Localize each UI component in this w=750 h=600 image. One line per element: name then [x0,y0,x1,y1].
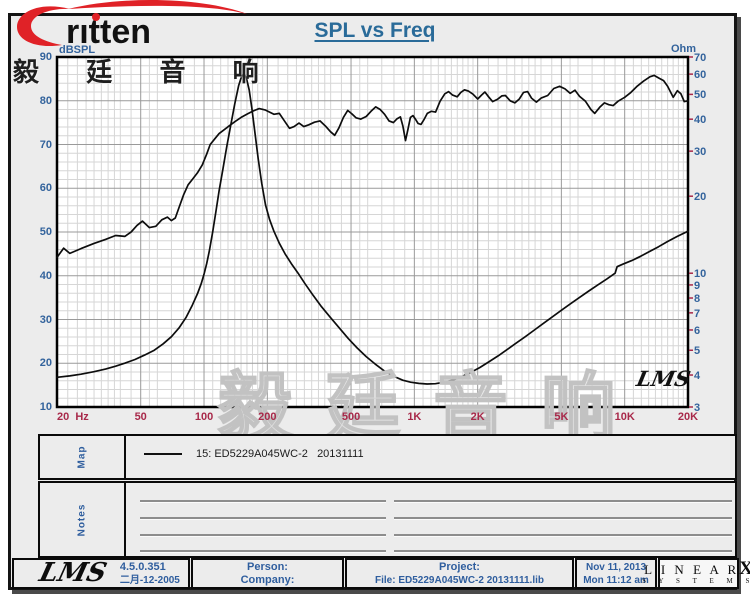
x-axis-tick-label: 50 [134,411,147,423]
left-axis-tick-label: 50 [39,226,52,238]
footer-date-cell: Nov 11, 2013 Mon 11:12 am [575,558,657,589]
map-panel: Map 15: ED5229A045WC-2 20131111 [38,434,737,480]
note-ruled-line [140,550,386,553]
x-axis-tick-label: 200 [258,411,277,423]
left-axis-tick-label: 70 [39,138,52,151]
linearx-systems-text: S Y S T E M S [642,577,750,585]
left-axis-tick-label: 60 [39,182,52,195]
logo-i-dot [92,13,100,21]
x-axis-tick-label: 1K [407,411,422,423]
lms-footer-logo: LMS [36,557,110,588]
right-axis-tick-label: 4 [694,370,701,383]
x-axis-tick-label: 10K [614,411,635,423]
left-axis-tick-label: 10 [39,401,52,413]
map-panel-label: Map [76,445,88,469]
right-axis-unit-label: Ohm [671,43,697,55]
right-axis-tick-label: 20 [694,191,707,204]
right-axis-tick-label: 40 [694,114,707,127]
left-axis-tick-label: 90 [39,51,52,63]
legend-line-sample [144,453,182,455]
company-label: Company: [240,573,295,586]
report-time: Mon 11:12 am [583,574,649,586]
left-axis-tick-label: 80 [39,94,52,107]
linearx-logo: L I N E A RX [644,558,750,579]
eritten-logo-swoosh: rıtten [17,0,247,51]
note-ruled-line [394,517,732,520]
project-label: Project: [439,560,480,573]
person-label: Person: [247,560,288,573]
right-axis-tick-label: 3 [694,402,701,414]
note-ruled-line [140,500,386,503]
file-label: File: ED5229A045WC-2 20131111.lib [375,574,544,586]
right-axis-tick-label: 70 [694,52,707,64]
right-axis-tick-label: 5 [694,345,701,358]
left-axis-unit-label: dBSPL [59,44,96,56]
x-axis-tick-label: 100 [194,411,214,423]
right-axis-tick-label: 10 [694,268,707,281]
note-ruled-line [394,500,732,503]
left-axis-tick-label: 30 [39,313,52,326]
footer-project-cell: Project: File: ED5229A045WC-2 20131111.l… [345,558,574,589]
eritten-logo-text: rıtten [66,13,151,51]
right-axis-tick-label: 8 [694,293,701,305]
brand-chinese-text: 毅 廷 音 响 [13,57,279,87]
note-ruled-line [394,550,732,553]
page-title: SPL vs Freq [314,19,436,42]
x-axis-tick-label: 20 Hz [57,411,89,423]
right-axis-tick-label: 7 [694,307,701,320]
footer-linearx-cell: L I N E A RX S Y S T E M S [642,558,750,589]
note-ruled-line [140,517,386,520]
footer-version-cell: LMS 4.5.0.351 二月-12-2005 [12,558,190,589]
x-axis-tick-label: 5K [554,411,569,423]
eritten-logo: rıtten [10,0,260,57]
right-axis-tick-label: 6 [694,324,701,337]
notes-panel-label: Notes [76,503,88,536]
report-date: Nov 11, 2013 [585,561,647,573]
note-ruled-line [394,534,732,537]
legend-text: 15: ED5229A045WC-2 20131111 [196,448,364,460]
map-panel-label-cell: Map [40,436,126,478]
left-axis-tick-label: 40 [39,269,52,282]
right-axis-tick-label: 30 [694,146,707,159]
notes-panel-label-cell: Notes [40,483,126,556]
right-axis-tick-label: 9 [694,279,701,292]
app-version-date: 二月-12-2005 [119,574,180,586]
x-axis-tick-label: 2K [470,411,485,423]
left-axis-tick-label: 20 [39,357,52,370]
x-axis-tick-label: 500 [341,411,361,423]
app-version: 4.5.0.351 [119,560,166,573]
footer-person-cell: Person: Company: [191,558,344,589]
right-axis-tick-label: 50 [694,89,707,102]
right-axis-tick-label: 60 [694,69,707,82]
lms-plot-logo: LMS [634,366,693,391]
notes-panel: Notes [38,481,737,558]
x-axis-tick-label: 20K [677,411,699,423]
note-ruled-line [140,534,386,537]
legend-row: 15: ED5229A045WC-2 20131111 [144,448,364,460]
